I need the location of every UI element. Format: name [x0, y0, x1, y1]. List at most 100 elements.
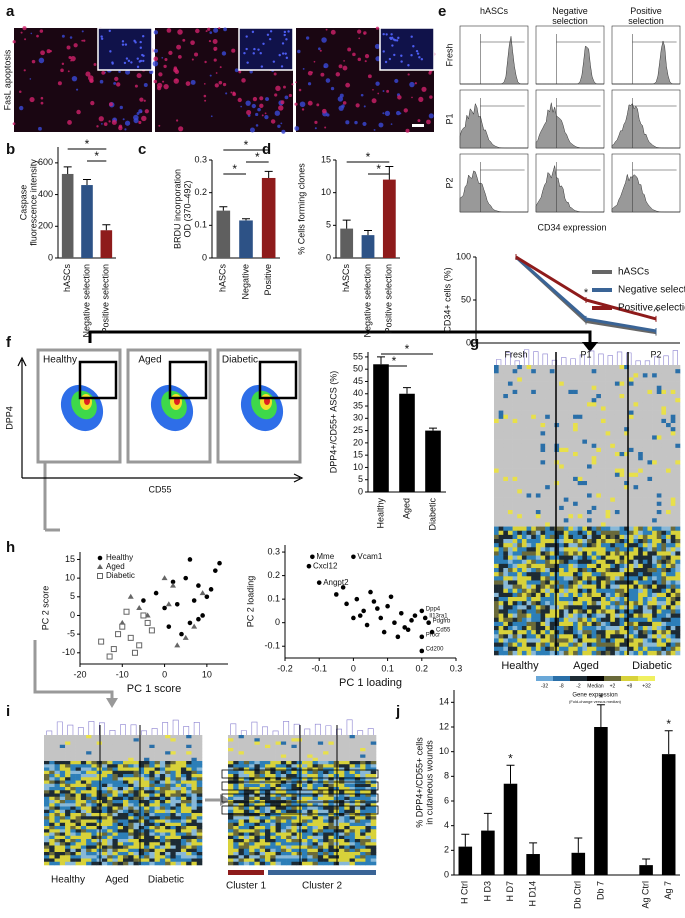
heatmap-cell	[254, 735, 260, 739]
heatmap-cell	[545, 365, 550, 369]
heatmap-cell	[587, 527, 592, 531]
heatmap-cell	[587, 481, 592, 485]
heatmap-cell	[564, 560, 569, 564]
heatmap-cell	[499, 386, 504, 390]
heatmap-cell	[541, 560, 546, 564]
heatmap-cell	[527, 609, 532, 613]
heatmap-cell	[499, 522, 504, 526]
heatmap-cell	[91, 774, 97, 778]
heatmap-cell	[536, 651, 541, 655]
image-texture	[139, 41, 141, 43]
heatmap-cell	[666, 564, 671, 568]
heatmap-cell	[81, 784, 87, 788]
heatmap-cell	[559, 440, 564, 444]
heatmap-cell	[559, 398, 564, 402]
image-texture	[391, 44, 393, 46]
heatmap-cell	[323, 742, 329, 746]
heatmap-cell	[666, 626, 671, 630]
heatmap-cell	[559, 427, 564, 431]
heatmap-cell	[596, 518, 601, 522]
heatmap-cell	[592, 406, 597, 410]
heatmap-cell	[559, 452, 564, 456]
heatmap-cell	[564, 473, 569, 477]
heatmap-cell	[365, 761, 371, 765]
heatmap-cell	[144, 748, 150, 752]
heatmap-cell	[44, 784, 50, 788]
heatmap-cell	[313, 758, 319, 762]
heatmap-cell	[360, 755, 366, 759]
heatmap-cell	[508, 427, 513, 431]
heatmap-cell	[191, 761, 197, 765]
heatmap-cell	[596, 406, 601, 410]
heatmap-cell	[302, 755, 308, 759]
heatmap-cell	[249, 764, 255, 768]
heatmap-cell	[134, 790, 140, 794]
heatmap-cell	[134, 813, 140, 817]
heatmap-cell	[541, 398, 546, 402]
heatmap-cell	[541, 485, 546, 489]
heatmap-cell	[652, 547, 657, 551]
heatmap-cell	[536, 576, 541, 580]
heatmap-cell	[499, 431, 504, 435]
heatmap-cell	[587, 485, 592, 489]
heatmap-cell	[606, 506, 611, 510]
heatmap-cell	[559, 580, 564, 584]
heatmap-cell	[513, 365, 518, 369]
heatmap-cell	[508, 531, 513, 535]
heatmap-cell	[578, 423, 583, 427]
heatmap-cell	[281, 774, 287, 778]
image-texture	[19, 106, 23, 110]
heatmap-cell	[155, 751, 161, 755]
heatmap-cell	[564, 394, 569, 398]
heatmap-cell	[91, 784, 97, 788]
heatmap-cell	[652, 647, 657, 651]
heatmap-cell	[118, 820, 124, 824]
heatmap-cell	[503, 448, 508, 452]
heatmap-cell	[265, 735, 271, 739]
heatmap-cell	[582, 576, 587, 580]
heatmap-cell	[291, 735, 297, 739]
heatmap-cell	[360, 774, 366, 778]
heatmap-cell	[661, 477, 666, 481]
heatmap-cell	[559, 535, 564, 539]
heatmap-cell	[170, 855, 176, 859]
heatmap-cell	[344, 764, 350, 768]
heatmap-cell	[76, 839, 82, 843]
heatmap-cell	[587, 398, 592, 402]
heatmap-cell	[657, 514, 662, 518]
heatmap-cell	[170, 790, 176, 794]
heatmap-cell	[186, 764, 192, 768]
heatmap-cell	[587, 419, 592, 423]
heatmap-cell	[601, 609, 606, 613]
heatmap-cell	[675, 622, 680, 626]
heatmap-cell	[197, 862, 203, 866]
heatmap-cell	[554, 423, 559, 427]
heatmap-cell	[568, 547, 573, 551]
heatmap-cell	[661, 518, 666, 522]
heatmap-cell	[638, 531, 643, 535]
heatmap-cell	[610, 634, 615, 638]
heatmap-cell	[661, 601, 666, 605]
heatmap-cell	[536, 622, 541, 626]
heatmap-cell	[601, 398, 606, 402]
heatmap-cell	[573, 419, 578, 423]
colorbar-swatch	[604, 676, 621, 681]
heatmap-cell	[265, 751, 271, 755]
heatmap-cell	[587, 551, 592, 555]
heatmap-cell	[118, 803, 124, 807]
heatmap-cell	[629, 576, 634, 580]
heatmap-cell	[527, 502, 532, 506]
heatmap-cell	[550, 377, 555, 381]
heatmap-cell	[652, 373, 657, 377]
heatmap-cell	[587, 630, 592, 634]
heatmap-cell	[578, 572, 583, 576]
heatmap-cell	[176, 755, 182, 759]
heatmap-cell	[578, 365, 583, 369]
heatmap-cell	[559, 369, 564, 373]
heatmap-cell	[545, 522, 550, 526]
heatmap-cell	[76, 745, 82, 749]
heatmap-cell	[527, 572, 532, 576]
heatmap-cell	[191, 862, 197, 866]
heatmap-cell	[503, 609, 508, 613]
heatmap-cell	[661, 435, 666, 439]
